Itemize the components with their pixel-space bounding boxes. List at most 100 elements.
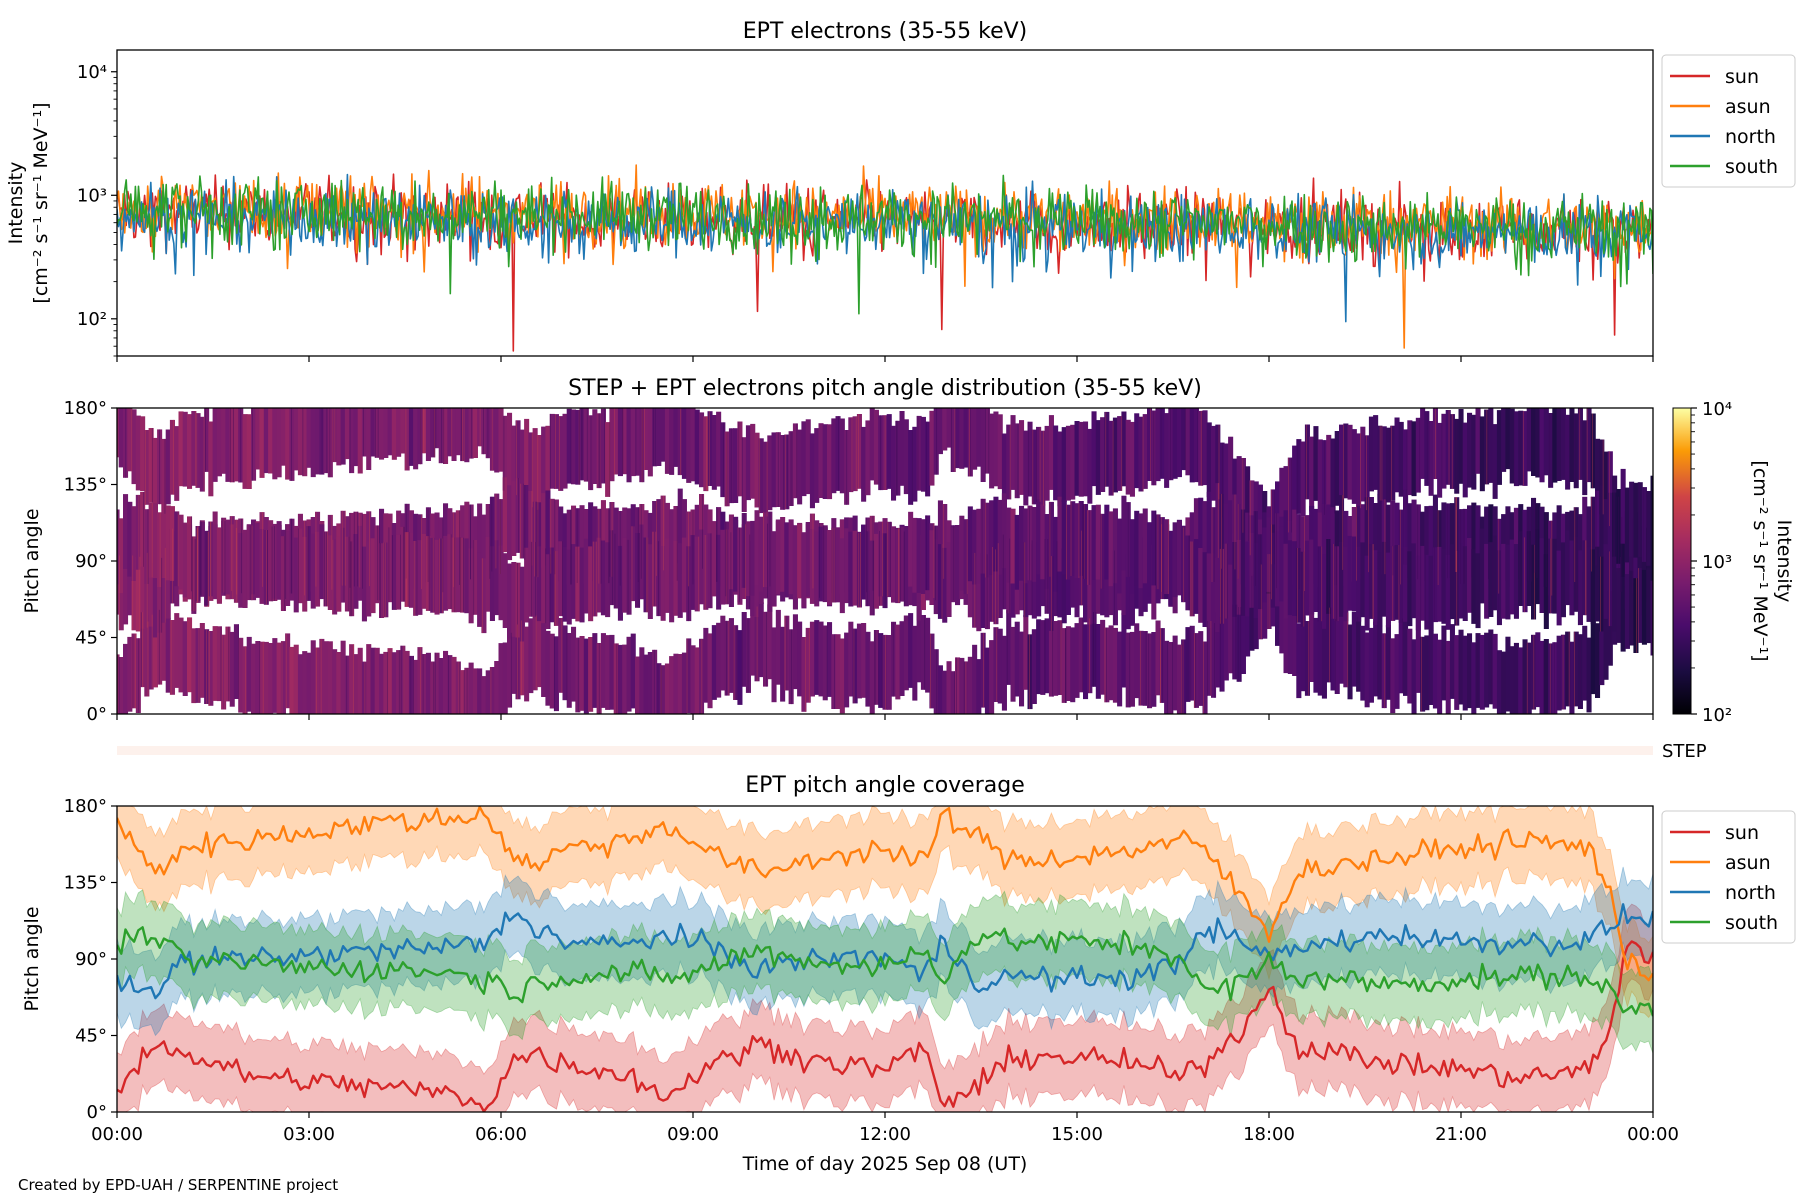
panel2-heat-cell — [511, 619, 517, 694]
panel2-heat-cell — [353, 654, 359, 714]
panel2-heat-cell — [566, 549, 572, 625]
panel2-heat-cell — [434, 539, 440, 615]
panel2-heat-cell — [856, 531, 862, 607]
panel2-heat-cell — [280, 641, 286, 714]
panel2-heat-cell — [1556, 505, 1562, 581]
panel2-heat-cell — [396, 534, 402, 610]
panel2-heat-cell — [216, 408, 222, 477]
panel2-heat-cell — [118, 408, 124, 468]
panel2-heat-cell — [1646, 491, 1652, 566]
panel2-heat-cell — [455, 408, 461, 456]
panel2-heat-cell — [182, 522, 188, 598]
panel2-heat-cell — [1415, 504, 1421, 580]
panel2-heat-cell — [1620, 468, 1626, 544]
panel4-legend-label-north: north — [1725, 882, 1776, 904]
panel2-heat-cell — [831, 418, 837, 494]
panel2-heat-cell — [1633, 482, 1639, 558]
panel2-heat-cell — [1317, 546, 1323, 622]
panel2-heat-cell — [1569, 408, 1575, 482]
panel2-heat-cell — [1287, 457, 1293, 533]
panel2-heat-cell — [950, 671, 956, 714]
panel2-heat-cell — [771, 531, 777, 606]
panel2-heat-cell — [1142, 631, 1148, 706]
panel2-heat-cell — [182, 621, 188, 696]
panel2-heat-cell — [797, 429, 803, 505]
panel2-heat-cell — [161, 438, 167, 514]
panel2-heat-cell — [677, 543, 683, 618]
panel2-heat-cell — [1176, 520, 1182, 596]
panel2-heat-cell — [656, 663, 662, 714]
panel2-heat-cell — [745, 618, 751, 693]
panel2-heat-cell — [1279, 578, 1285, 654]
panel2-heat-cell — [1100, 619, 1106, 695]
panel2-heat-cell — [302, 651, 308, 714]
panel2-heat-cell — [1415, 618, 1421, 693]
panel2-heat-cell — [1292, 445, 1298, 521]
panel2-heat-cell — [1065, 425, 1071, 501]
panel2-heat-cell — [1112, 508, 1118, 584]
panel2-heat-cell — [144, 509, 150, 584]
panel2-heat-cell — [784, 522, 790, 598]
panel2-heat-cell — [306, 526, 312, 601]
panel2-heat-cell — [873, 409, 879, 485]
panel2-heat-cell — [259, 641, 265, 714]
panel2-heat-cell — [997, 499, 1003, 575]
panel2-heat-cell — [1560, 634, 1566, 710]
panel2-heat-cell — [937, 665, 943, 714]
panel2-heat-cell — [571, 544, 577, 619]
panel2-heat-cell — [920, 519, 926, 594]
panel2-heat-cell — [758, 602, 764, 678]
panel2-heat-cell — [673, 541, 679, 616]
panel2-heat-cell — [942, 670, 948, 714]
panel2-heat-cell — [950, 527, 956, 603]
panel2-heat-cell — [455, 661, 461, 714]
panel2-heat-cell — [327, 641, 333, 714]
panel2-heat-cell — [498, 545, 504, 621]
panel2-heat-cell — [1087, 618, 1093, 694]
panel2-heat-cell — [801, 637, 807, 712]
panel2-heat-cell — [643, 654, 649, 714]
panel2-heat-cell — [745, 425, 751, 501]
panel2-heat-cell — [1539, 538, 1545, 613]
panel2-heat-cell — [310, 533, 316, 609]
panel2-heat-cell — [622, 537, 628, 613]
panel2-heat-cell — [144, 430, 150, 505]
panel2-heat-cell — [1001, 534, 1007, 610]
panel2-heat-cell — [1424, 506, 1430, 581]
panel2-heat-cell — [263, 408, 269, 474]
panel2-heat-cell — [464, 408, 470, 463]
panel2-heat-cell — [1010, 415, 1016, 490]
panel2-heat-cell — [1586, 506, 1592, 582]
panel2-heat-cell — [613, 533, 619, 609]
panel2-heat-cell — [1040, 620, 1046, 695]
panel2-heat-cell — [332, 539, 338, 615]
panel2-heat-cell — [626, 636, 632, 712]
panel2-heat-cell — [1488, 408, 1494, 483]
x-axis-label: Time of day 2025 Sep 08 (UT) — [742, 1153, 1028, 1175]
panel2-heat-cell — [1467, 538, 1473, 613]
panel2-heat-cell — [1061, 628, 1067, 703]
panel2-heat-cell — [652, 649, 658, 714]
panel2-heat-cell — [387, 527, 393, 603]
panel4-legend-label-south: south — [1725, 912, 1778, 934]
panel2-heat-cell — [592, 409, 598, 484]
panel2-heat-cell — [1296, 439, 1302, 514]
panel2-ytick-label-1: 45° — [75, 628, 107, 649]
panel2-heat-cell — [477, 408, 483, 447]
panel2-heat-cell — [869, 641, 875, 714]
panel2-heat-cell — [989, 500, 995, 576]
panel2-heat-cell — [434, 652, 440, 714]
panel2-heat-cell — [370, 408, 376, 457]
panel2-heat-cell — [1471, 502, 1477, 578]
panel2-heat-cell — [417, 647, 423, 714]
panel2-heat-cell — [1151, 510, 1157, 586]
panel2-heat-cell — [809, 433, 815, 509]
panel2-heat-cell — [1117, 631, 1123, 707]
panel2-heat-cell — [1057, 542, 1063, 618]
panel2-heat-cell — [131, 506, 137, 581]
panel2-heat-cell — [579, 547, 585, 623]
panel2-heat-cell — [937, 544, 943, 619]
panel2-heat-cell — [805, 419, 811, 495]
panel2-heat-cell — [942, 504, 948, 579]
panel2-heat-cell — [430, 661, 436, 714]
